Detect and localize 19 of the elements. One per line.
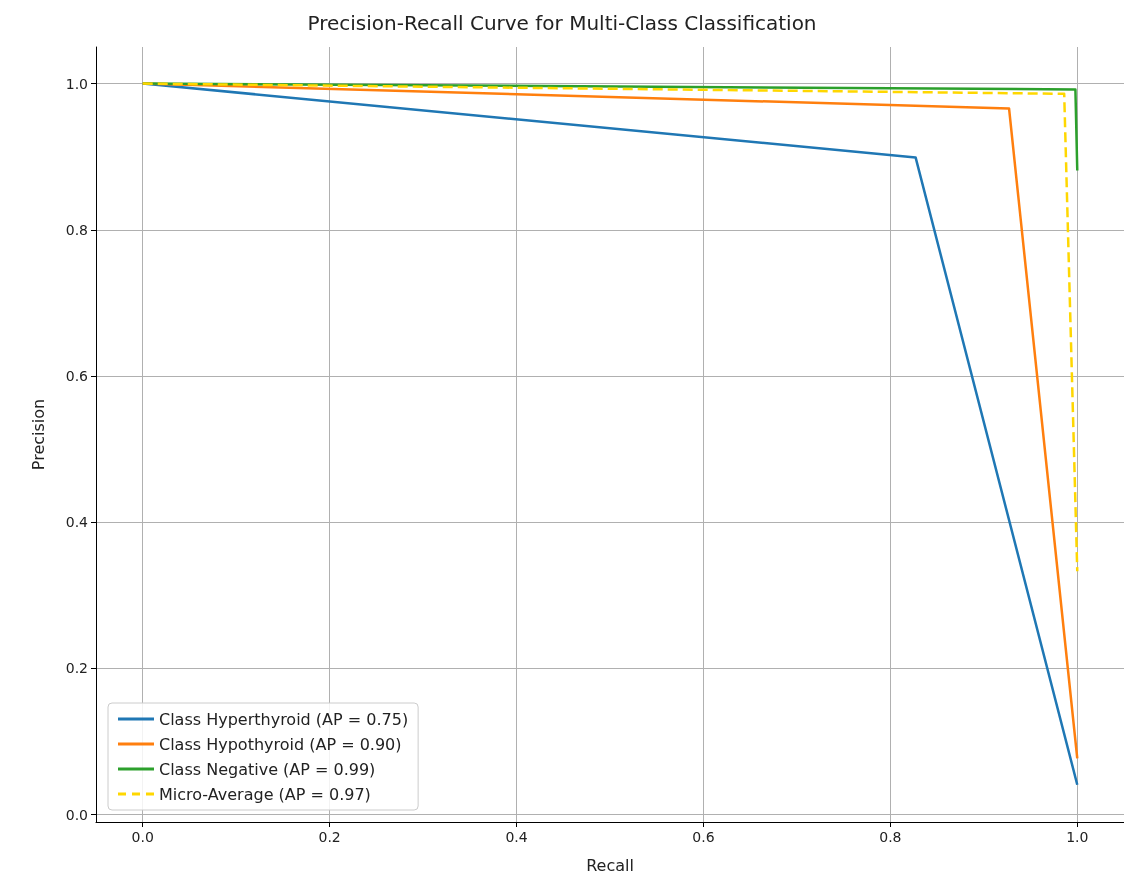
- chart-title: Precision-Recall Curve for Multi-Class Classification: [307, 11, 817, 35]
- y-tick-label: 0.4: [65, 514, 89, 531]
- legend-label: Micro-Average (AP = 0.97): [159, 784, 371, 804]
- x-tick-label: 0.2: [318, 829, 341, 845]
- x-tick-label: 0.0: [131, 829, 154, 845]
- legend-label: Class Hyperthyroid (AP = 0.75): [159, 709, 409, 729]
- x-tick-label: 0.4: [505, 829, 528, 845]
- y-tick-label: 0.8: [65, 221, 88, 238]
- x-axis-title: Recall: [586, 855, 634, 875]
- x-tick-label: 0.6: [692, 829, 715, 845]
- x-tick-label: 1.0: [1066, 829, 1089, 845]
- y-tick-label: 0.6: [65, 368, 89, 385]
- legend-label: Class Negative (AP = 0.99): [159, 759, 376, 779]
- y-tick-label: 1.0: [65, 75, 88, 92]
- y-tick-label: 0.2: [65, 660, 88, 677]
- x-tick-label: 0.8: [879, 829, 902, 845]
- legend-label: Class Hypothyroid (AP = 0.90): [159, 734, 402, 754]
- y-tick-label: 0.0: [65, 806, 88, 823]
- y-axis-title: Precision: [28, 398, 48, 471]
